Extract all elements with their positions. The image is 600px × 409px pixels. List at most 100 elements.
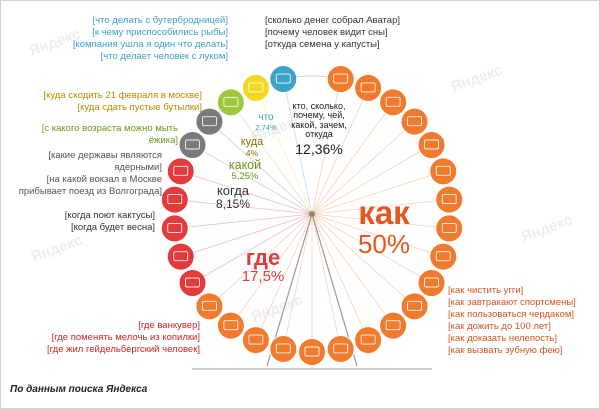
query-item: [куда сходить 21 февраля в москве] [43, 90, 202, 101]
query-item: [как доказать нелепость] [448, 333, 557, 344]
gondola-cabin [424, 139, 439, 150]
gondola-cabin [173, 165, 189, 176]
query-item: [когда поют кактусы] [64, 210, 155, 221]
gondola-где [160, 214, 189, 243]
gondola-где [178, 269, 207, 297]
gondola-кто [354, 73, 383, 102]
query-list-kakoy-gray: [какие державы являются ядерными] [на ка… [19, 150, 162, 198]
wheel-spoke [311, 213, 342, 350]
slice-name: как [358, 194, 410, 231]
gondola-cabin [167, 222, 183, 233]
gondola-как [269, 334, 298, 363]
slice-name: кто, сколько, почему, чей, какой, зачем,… [291, 101, 347, 140]
wheel-spoke [230, 213, 313, 326]
gondola-как [429, 242, 458, 271]
gondola-cabin [435, 251, 451, 262]
slice-value: 4% [245, 147, 259, 158]
gondola-как [241, 326, 270, 355]
wheel-spoke [192, 213, 313, 284]
slice-name: что [258, 112, 274, 123]
wheel-spoke [311, 199, 450, 215]
query-item: [куда сдать пустые бутылки] [77, 102, 202, 113]
slice-value: 8,15% [215, 196, 251, 211]
gondola-как [195, 292, 224, 321]
wheel-spoke [282, 213, 313, 350]
gondola-где [166, 157, 195, 186]
query-item: [что делать с бутербродницей] [92, 15, 228, 26]
wheel-spoke [311, 78, 342, 215]
slice-name: куда [240, 136, 264, 148]
gondola-cabin [201, 116, 217, 127]
wheel-spoke [311, 213, 394, 326]
query-list-kuda: [куда сходить 21 февраля в москве] [куда… [43, 90, 202, 114]
gondola-как [354, 326, 383, 355]
wheel-spoke [174, 213, 313, 229]
query-item: [сколько денег собрал Аватар] [265, 15, 400, 26]
query-item: [компания ушла я один что делать] [72, 39, 228, 50]
query-list-kak: [как чистить угги] [как завтракают спорт… [448, 285, 576, 357]
wheel-spoke [311, 102, 394, 215]
slice-name: когда [216, 183, 250, 198]
wheel-spoke [282, 78, 313, 215]
gondola-cabin [407, 116, 423, 127]
query-item: [как дожить до 100 лет] [448, 321, 551, 332]
gondola-куда [241, 73, 270, 102]
query-list-kto: [сколько денег собрал Аватар] [почему че… [265, 15, 400, 51]
gondola-cabin [275, 343, 291, 354]
query-item: [к чему приспособились рыбы] [92, 27, 228, 38]
gondola-где [166, 242, 195, 271]
gondola-cabin [441, 222, 457, 233]
gondola-как [298, 338, 326, 366]
slice-label-chto: что 2,74% [248, 112, 284, 131]
gondola-cabin [385, 96, 401, 107]
query-item: ёжика] [148, 135, 178, 146]
wheel-spoke [311, 87, 369, 215]
wheel-spoke [255, 87, 313, 215]
wheel-spoke [174, 199, 313, 215]
gondola-кто [326, 65, 355, 94]
gondola-что [269, 65, 298, 94]
slice-label-gde: где 17,5% [234, 246, 292, 285]
slice-label-kuda: куда 4% [234, 136, 270, 158]
wheel-spoke [180, 170, 313, 215]
query-item: [как пользоваться чердаком] [448, 309, 575, 320]
slice-label-kogda: когда 8,15% [207, 184, 259, 210]
wheel-spoke [192, 144, 313, 215]
gondola-cabin [185, 277, 200, 288]
query-list-kogda: [когда поют кактусы] [когда будет весна] [65, 210, 155, 234]
gondola-cabin [360, 82, 376, 93]
wheel-spoke [209, 213, 313, 307]
slice-label-kto: кто, сколько, почему, чей, какой, зачем,… [282, 101, 356, 156]
gondola-когда [178, 131, 207, 159]
gondola-кто [379, 88, 408, 117]
gondola-как [435, 185, 464, 214]
gondola-cabin [304, 346, 320, 357]
gondola-где [160, 185, 189, 214]
wheel-spoke [311, 213, 415, 307]
query-item: [почему человек видит сны] [265, 27, 388, 38]
wheel-spoke [311, 144, 432, 215]
wheel-hub [309, 211, 315, 217]
gondola-как [379, 311, 408, 340]
slice-label-kakoy: какой 5,25% [222, 158, 268, 183]
slice-value: 5,25% [231, 171, 259, 183]
gondola-cabin [167, 194, 183, 205]
gondola-cabin [435, 165, 451, 176]
gondola-как [326, 334, 355, 363]
gondola-cabin [185, 139, 200, 150]
gondola-как [429, 157, 458, 186]
gondola-cabin [333, 343, 349, 354]
gondola-кто [400, 107, 429, 136]
slice-name: какой [228, 158, 262, 172]
wheel-spoke [311, 213, 444, 258]
wheel-spoke [180, 213, 313, 258]
query-item: [что делает человек с луком] [100, 51, 228, 62]
query-item: [откуда семена у капусты] [265, 39, 380, 50]
gondola-cabin [441, 194, 457, 205]
gondola-cabin [173, 251, 189, 262]
query-list-kakoy: [с какого возраста можно мыть ёжика] [42, 123, 178, 147]
gondola-cabin [333, 73, 349, 84]
gondola-cabin [248, 334, 264, 345]
